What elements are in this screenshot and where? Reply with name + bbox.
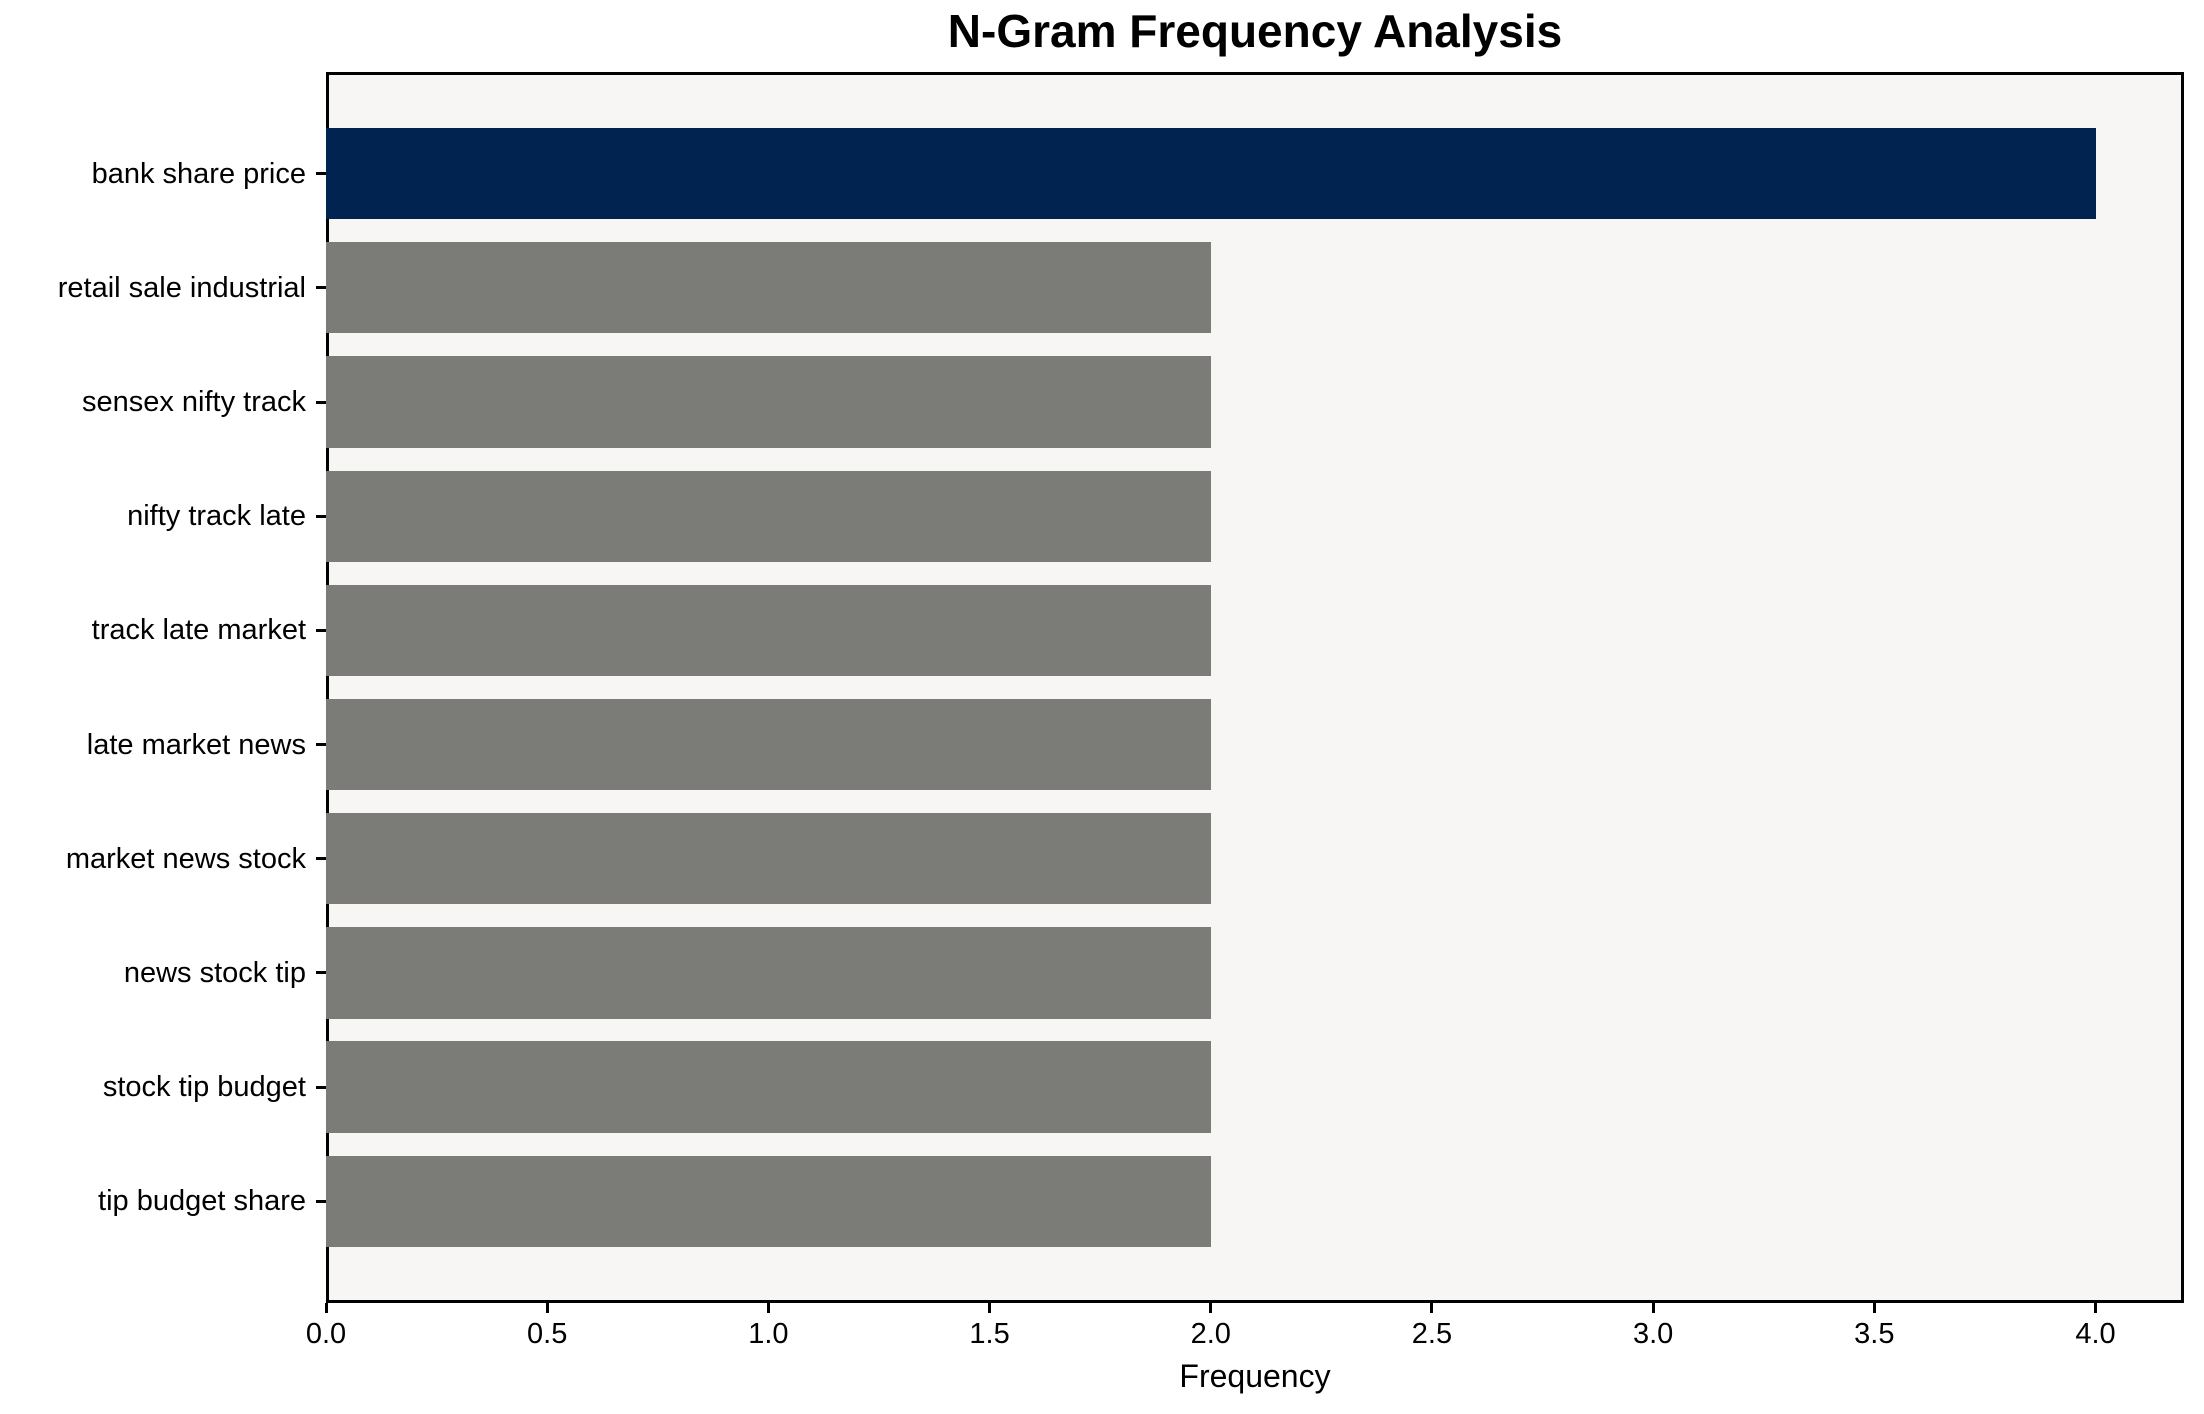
y-tick — [316, 286, 326, 290]
x-tick — [545, 1303, 549, 1313]
bar-late-market-news — [326, 698, 1211, 791]
x-tick-label: 4.0 — [2075, 1318, 2116, 1350]
x-tick — [324, 1303, 328, 1313]
x-tick — [1209, 1303, 1213, 1313]
bar-stock-tip-budget — [326, 1041, 1211, 1133]
x-axis-label: Frequency — [1179, 1358, 1331, 1394]
y-tick-label: sensex nifty track — [81, 386, 306, 419]
y-tick — [316, 971, 326, 975]
x-tick — [2094, 1303, 2098, 1313]
chart-title: N-Gram Frequency Analysis — [947, 5, 1563, 57]
y-tick-label: bank share price — [91, 157, 306, 190]
bar-bank-share-price — [326, 127, 2096, 220]
y-tick — [316, 743, 326, 747]
y-tick-label: late market news — [86, 728, 306, 761]
bar-nifty-track-late — [326, 470, 1211, 562]
x-tick-label: 2.0 — [1190, 1318, 1231, 1350]
x-tick — [1651, 1303, 1655, 1313]
x-tick-label: 0.0 — [305, 1318, 347, 1350]
bar-tip-budget-share — [326, 1155, 1211, 1248]
y-tick — [316, 857, 326, 861]
x-tick-label: 1.5 — [969, 1318, 1010, 1350]
bar-track-late-market — [326, 584, 1211, 677]
y-tick-label: stock tip budget — [102, 1071, 306, 1104]
y-tick — [316, 1199, 326, 1203]
x-tick-label: 1.0 — [748, 1318, 789, 1350]
y-tick-label: nifty track late — [127, 500, 306, 533]
y-tick-label: tip budget share — [98, 1185, 306, 1218]
x-tick — [766, 1303, 770, 1313]
x-tick-label: 3.0 — [1632, 1318, 1674, 1350]
x-tick — [988, 1303, 992, 1313]
bar-sensex-nifty-track — [326, 356, 1211, 448]
x-tick-label: 3.5 — [1854, 1318, 1895, 1350]
y-tick — [316, 172, 326, 176]
plot-area — [326, 72, 2184, 1303]
y-tick-label: track late market — [91, 614, 306, 647]
y-tick — [316, 400, 326, 404]
x-tick-label: 0.5 — [527, 1318, 568, 1350]
y-tick-label: news stock tip — [123, 956, 306, 989]
y-tick — [316, 1085, 326, 1089]
bar-retail-sale-industrial — [326, 242, 1211, 334]
y-tick — [316, 628, 326, 632]
bar-news-stock-tip — [326, 927, 1211, 1019]
x-tick-label: 2.5 — [1411, 1318, 1453, 1350]
bar-market-news-stock — [326, 813, 1211, 905]
y-tick — [316, 514, 326, 518]
x-tick — [1430, 1303, 1434, 1313]
x-tick — [1872, 1303, 1876, 1313]
y-tick-label: market news stock — [65, 842, 306, 875]
y-tick-label: retail sale industrial — [57, 271, 306, 304]
